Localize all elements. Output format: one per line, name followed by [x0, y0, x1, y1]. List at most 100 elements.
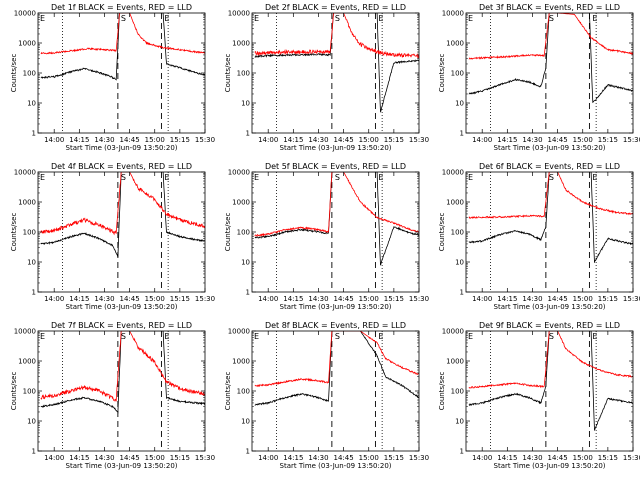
- event-marker-label: E: [468, 332, 473, 341]
- series-line-lld: [40, 172, 205, 236]
- x-axis-label: Start Time (03-Jun-09 13:50:20): [280, 462, 392, 470]
- x-tick-label: 15:30: [195, 295, 215, 303]
- event-marker-label: S: [121, 332, 126, 341]
- x-axis-label: Start Time (03-Jun-09 13:50:20): [66, 462, 178, 470]
- series-line-events: [40, 331, 205, 414]
- x-axis-label: Start Time (03-Jun-09 13:50:20): [66, 303, 178, 311]
- x-tick-label: 14:00: [472, 136, 492, 144]
- x-tick-label: 14:45: [334, 295, 354, 303]
- x-tick-label: 14:30: [522, 136, 542, 144]
- x-tick-label: 15:30: [409, 295, 429, 303]
- y-tick-label: 1: [460, 130, 464, 138]
- y-tick-label: 1: [460, 448, 464, 456]
- x-axis-label: Start Time (03-Jun-09 13:50:20): [494, 144, 606, 152]
- event-marker-label: S: [121, 14, 126, 23]
- series-line-lld: [254, 13, 419, 59]
- event-marker-label: E: [592, 14, 597, 23]
- panel-det-7: Det 7f BLACK = Events, RED = LLD E S E 1 10 10…: [10, 321, 215, 470]
- series-line-events: [40, 172, 205, 258]
- event-marker-label: E: [592, 332, 597, 341]
- x-tick-label: 15:00: [145, 454, 165, 462]
- x-tick-label: 15:15: [598, 295, 618, 303]
- series-line-lld: [468, 331, 633, 389]
- x-tick-label: 15:00: [359, 454, 379, 462]
- x-tick-label: 14:15: [283, 454, 303, 462]
- series-line-events: [40, 13, 205, 81]
- panel-title: Det 4f BLACK = Events, RED = LLD: [51, 162, 192, 171]
- y-tick-label: 100: [23, 70, 36, 78]
- x-tick-label: 15:00: [145, 295, 165, 303]
- y-tick-label: 10: [241, 259, 250, 267]
- x-tick-label: 14:30: [522, 295, 542, 303]
- x-tick-label: 14:30: [308, 295, 328, 303]
- x-tick-label: 15:15: [384, 136, 404, 144]
- y-tick-label: 10000: [14, 10, 36, 18]
- y-axis-label: Counts/sec: [10, 372, 18, 411]
- plot-frame: [465, 12, 634, 134]
- x-tick-label: 14:30: [94, 295, 114, 303]
- x-tick-label: 14:45: [334, 136, 354, 144]
- panel-title: Det 5f BLACK = Events, RED = LLD: [265, 162, 406, 171]
- y-tick-label: 100: [451, 70, 464, 78]
- series-line-lld: [40, 13, 205, 55]
- x-tick-label: 15:15: [384, 295, 404, 303]
- x-tick-label: 15:00: [145, 136, 165, 144]
- x-tick-label: 14:45: [120, 454, 140, 462]
- x-tick-label: 14:45: [120, 295, 140, 303]
- event-marker-label: E: [164, 14, 169, 23]
- event-marker-label: E: [40, 332, 45, 341]
- x-axis-label: Start Time (03-Jun-09 13:50:20): [280, 303, 392, 311]
- series-line-events: [468, 331, 633, 432]
- panel-det-9: Det 9f BLACK = Events, RED = LLD E S E 1 10 10…: [438, 321, 640, 470]
- x-axis-label: Start Time (03-Jun-09 13:50:20): [494, 303, 606, 311]
- series-line-lld: [254, 331, 419, 388]
- x-tick-label: 14:45: [548, 136, 568, 144]
- y-tick-label: 10000: [228, 10, 250, 18]
- y-tick-label: 1000: [232, 358, 250, 366]
- plot-frame: [251, 12, 420, 134]
- y-tick-label: 10000: [228, 328, 250, 336]
- series-line-events: [468, 172, 633, 263]
- plot-frame: [37, 171, 206, 293]
- event-marker-label: S: [335, 332, 340, 341]
- y-tick-label: 10: [241, 100, 250, 108]
- y-tick-label: 10000: [14, 328, 36, 336]
- y-axis-label: Counts/sec: [438, 54, 446, 93]
- y-tick-label: 1: [32, 448, 36, 456]
- panel-title: Det 7f BLACK = Events, RED = LLD: [51, 321, 192, 330]
- event-marker-label: E: [468, 173, 473, 182]
- x-tick-label: 14:00: [258, 295, 278, 303]
- y-tick-label: 10: [455, 418, 464, 426]
- panel-det-6: Det 6f BLACK = Events, RED = LLD E S E 1 10 10…: [438, 162, 640, 311]
- event-marker-label: E: [254, 14, 259, 23]
- y-tick-label: 100: [237, 229, 250, 237]
- event-marker-label: E: [254, 332, 259, 341]
- y-tick-label: 1: [246, 289, 250, 297]
- y-axis-label: Counts/sec: [224, 213, 232, 252]
- event-marker-label: S: [335, 14, 340, 23]
- x-tick-label: 15:30: [623, 136, 640, 144]
- series-line-events: [468, 13, 633, 104]
- x-tick-label: 14:45: [548, 454, 568, 462]
- x-tick-label: 14:45: [548, 295, 568, 303]
- y-tick-label: 10: [455, 259, 464, 267]
- x-tick-label: 14:00: [258, 454, 278, 462]
- event-marker-label: S: [549, 332, 554, 341]
- y-tick-label: 1000: [18, 40, 36, 48]
- y-tick-label: 1000: [232, 40, 250, 48]
- x-tick-label: 14:15: [497, 136, 517, 144]
- x-tick-label: 14:30: [522, 454, 542, 462]
- y-tick-label: 100: [23, 229, 36, 237]
- event-marker-label: E: [40, 173, 45, 182]
- y-tick-label: 10: [241, 418, 250, 426]
- panel-title: Det 3f BLACK = Events, RED = LLD: [479, 3, 620, 12]
- event-marker-label: S: [549, 173, 554, 182]
- x-tick-label: 15:30: [623, 295, 640, 303]
- panel-det-3: Det 3f BLACK = Events, RED = LLD E S E 1 10 10…: [438, 3, 640, 152]
- series-line-lld: [40, 331, 205, 402]
- x-tick-label: 14:30: [308, 136, 328, 144]
- panel-title: Det 8f BLACK = Events, RED = LLD: [265, 321, 406, 330]
- y-tick-label: 10: [27, 100, 36, 108]
- x-tick-label: 15:00: [359, 295, 379, 303]
- event-marker-label: E: [592, 173, 597, 182]
